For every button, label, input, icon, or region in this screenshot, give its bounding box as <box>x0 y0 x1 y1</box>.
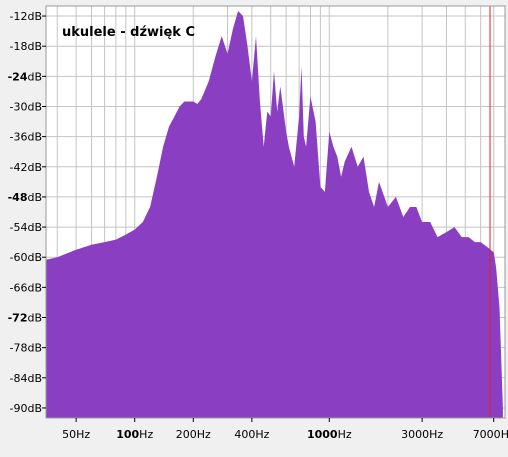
y-tick-label: -72dB <box>8 312 42 325</box>
x-tick-label: 400Hz <box>234 428 269 441</box>
chart-title: ukulele - dźwięk C <box>62 25 195 40</box>
y-tick-label: -60dB <box>10 251 43 264</box>
y-tick-label: -78dB <box>10 342 43 355</box>
x-tick-label: 1000Hz <box>307 428 352 441</box>
x-tick-label: 50Hz <box>62 428 90 441</box>
spectrum-area <box>46 11 503 418</box>
y-tick-label: -30dB <box>10 100 43 113</box>
y-tick-label: -36dB <box>10 131 43 144</box>
plot-border <box>45 5 506 419</box>
y-tick-label: -54dB <box>10 221 43 234</box>
x-tick-label: 3000Hz <box>401 428 443 441</box>
y-tick-label: -90dB <box>10 402 43 415</box>
x-tick-label: 100Hz <box>116 428 153 441</box>
y-tick-label: -66dB <box>10 281 43 294</box>
y-tick-label: -18dB <box>10 40 43 53</box>
y-tick-label: -84dB <box>10 372 43 385</box>
y-tick-label: -24dB <box>8 70 42 83</box>
y-tick-label: -48dB <box>8 191 42 204</box>
x-tick-label: 7000Hz <box>473 428 508 441</box>
x-tick-label: 200Hz <box>176 428 211 441</box>
y-tick-label: -42dB <box>10 161 43 174</box>
y-tick-label: -12dB <box>10 10 43 23</box>
x-axis-ticks: 50Hz 100Hz 200Hz 400Hz 1000Hz 3000Hz 7000Hz <box>62 418 508 441</box>
y-axis-ticks: -12dB -18dB -24dB -30dB -36dB -42dB -48dB -54dB… <box>8 10 46 415</box>
